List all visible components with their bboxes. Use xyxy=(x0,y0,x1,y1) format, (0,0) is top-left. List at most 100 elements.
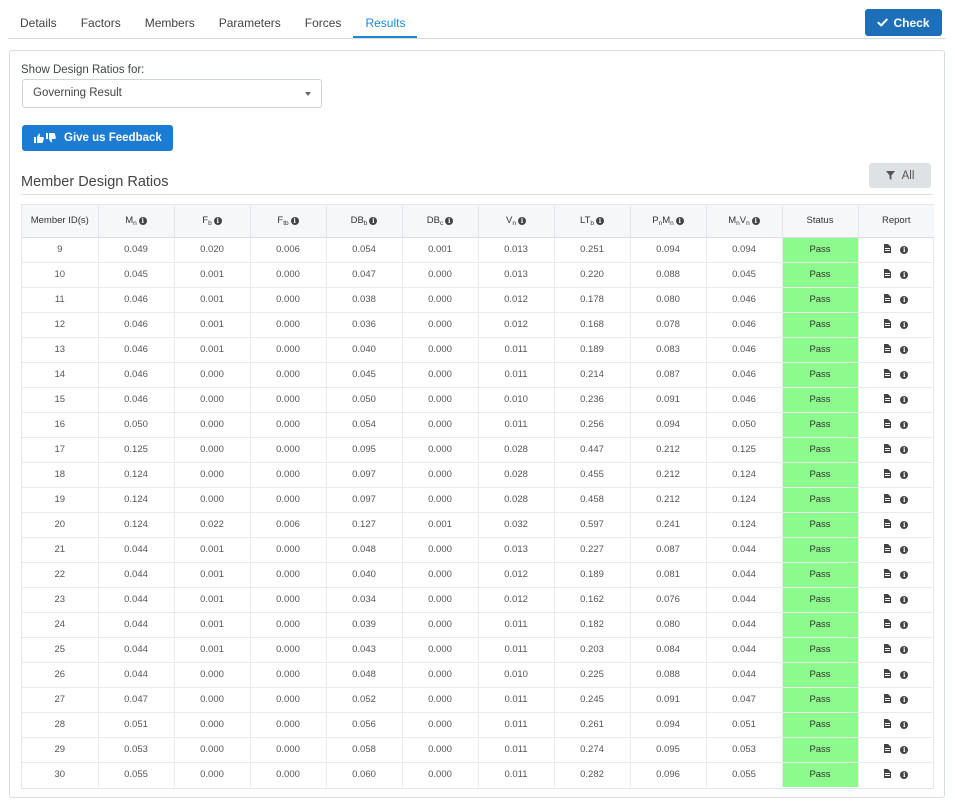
ratio-cell: 0.000 xyxy=(250,662,327,688)
status-badge: Pass xyxy=(782,537,859,563)
document-icon[interactable] xyxy=(884,644,892,653)
info-icon[interactable]: i xyxy=(900,746,909,754)
info-icon[interactable]: i xyxy=(900,346,909,354)
info-icon[interactable]: i xyxy=(290,216,299,225)
document-icon[interactable] xyxy=(884,294,892,303)
tab-details[interactable]: Details xyxy=(20,16,57,30)
status-badge: Pass xyxy=(782,262,859,288)
info-icon[interactable]: i xyxy=(900,521,909,529)
info-icon[interactable]: i xyxy=(900,396,909,404)
design-ratios-select[interactable]: Governing Result xyxy=(22,79,322,108)
ratio-cell: 0.000 xyxy=(402,312,479,338)
info-icon[interactable]: i xyxy=(900,696,909,704)
info-icon[interactable]: i xyxy=(751,216,760,225)
ratio-cell: 0.095 xyxy=(326,437,403,463)
column-header-subscript: n xyxy=(736,219,740,227)
info-icon[interactable]: i xyxy=(596,216,604,225)
ratio-cell: 0.274 xyxy=(554,737,631,763)
info-icon[interactable]: i xyxy=(900,721,909,729)
ratio-cell: 0.046 xyxy=(706,362,783,388)
document-icon[interactable] xyxy=(884,594,892,603)
ratio-cell: 0.000 xyxy=(402,462,479,488)
member-id-cell: 24 xyxy=(22,612,99,638)
document-icon[interactable] xyxy=(884,494,892,503)
ratio-cell: 0.012 xyxy=(478,312,555,338)
info-icon[interactable]: i xyxy=(138,216,147,225)
info-icon[interactable]: i xyxy=(900,246,909,254)
document-icon[interactable] xyxy=(884,244,892,253)
ratio-cell: 0.012 xyxy=(478,287,555,313)
column-header-subscript: b xyxy=(208,219,212,227)
tab-members[interactable]: Members xyxy=(144,16,195,30)
status-badge: Pass xyxy=(782,587,859,613)
info-icon[interactable]: i xyxy=(900,271,909,279)
document-icon[interactable] xyxy=(884,444,892,453)
info-icon[interactable]: i xyxy=(900,371,909,379)
info-icon[interactable]: i xyxy=(900,496,909,504)
info-icon[interactable]: i xyxy=(900,296,909,304)
ratio-cell: 0.000 xyxy=(402,712,479,738)
info-icon[interactable]: i xyxy=(900,571,909,579)
ratio-cell: 0.236 xyxy=(554,387,631,413)
document-icon[interactable] xyxy=(884,544,892,553)
document-icon[interactable] xyxy=(884,569,892,578)
info-icon[interactable]: i xyxy=(900,546,909,554)
info-icon[interactable]: i xyxy=(900,421,909,429)
ratio-cell: 0.094 xyxy=(706,237,783,263)
document-icon[interactable] xyxy=(884,419,892,428)
ratio-cell: 0.178 xyxy=(554,287,631,313)
tab-parameters[interactable]: Parameters xyxy=(218,16,281,30)
info-icon[interactable]: i xyxy=(900,671,909,679)
tab-factors[interactable]: Factors xyxy=(80,16,121,30)
document-icon[interactable] xyxy=(884,694,892,703)
document-icon[interactable] xyxy=(884,669,892,678)
member-id-cell: 14 xyxy=(22,362,99,388)
info-icon[interactable]: i xyxy=(445,216,454,225)
info-icon[interactable]: i xyxy=(900,471,909,479)
info-icon[interactable]: i xyxy=(517,216,526,225)
document-icon[interactable] xyxy=(884,269,892,278)
tab-forces[interactable]: Forces xyxy=(304,16,342,30)
info-icon[interactable]: i xyxy=(900,321,909,329)
document-icon[interactable] xyxy=(884,394,892,403)
table-row: 15 0.046 0.000 0.000 0.050 0.000 0.010 0.236 0.0… xyxy=(22,387,934,413)
ratio-cell: 0.241 xyxy=(630,512,707,538)
document-icon[interactable] xyxy=(884,344,892,353)
column-header-subscript: n xyxy=(670,219,674,227)
ratio-cell: 0.047 xyxy=(706,687,783,713)
info-icon[interactable]: i xyxy=(213,216,222,225)
document-icon[interactable] xyxy=(884,744,892,753)
document-icon[interactable] xyxy=(884,619,892,628)
ratio-cell: 0.044 xyxy=(98,637,175,663)
document-icon[interactable] xyxy=(884,469,892,478)
document-icon[interactable] xyxy=(884,519,892,528)
ratio-cell: 0.000 xyxy=(402,762,479,787)
ratio-cell: 0.124 xyxy=(706,487,783,513)
column-header-label: M xyxy=(728,214,737,226)
ratio-cell: 0.000 xyxy=(250,362,327,388)
info-icon[interactable]: i xyxy=(900,771,909,780)
info-icon[interactable]: i xyxy=(900,621,909,629)
info-icon[interactable]: i xyxy=(900,596,909,604)
give-feedback-button[interactable]: Give us Feedback xyxy=(22,125,173,151)
check-button[interactable]: Check xyxy=(865,9,942,36)
document-icon[interactable] xyxy=(884,769,892,779)
ratio-cell: 0.060 xyxy=(326,762,403,787)
filter-all-button[interactable]: All xyxy=(869,163,931,188)
report-cell: i xyxy=(858,687,934,713)
ratio-cell: 0.001 xyxy=(174,262,251,288)
ratio-cell: 0.011 xyxy=(478,337,555,363)
info-icon[interactable]: i xyxy=(900,646,909,654)
document-icon[interactable] xyxy=(884,719,892,728)
checkmark-icon xyxy=(877,18,889,27)
info-icon[interactable]: i xyxy=(900,446,909,454)
ratio-cell: 0.000 xyxy=(174,737,251,763)
ratio-cell: 0.044 xyxy=(98,537,175,563)
document-icon[interactable] xyxy=(884,319,892,328)
ratio-cell: 0.083 xyxy=(630,337,707,363)
info-icon[interactable]: i xyxy=(675,216,684,225)
document-icon[interactable] xyxy=(884,369,892,378)
tab-results[interactable]: Results xyxy=(353,8,418,38)
info-icon[interactable]: i xyxy=(369,216,378,225)
ratio-cell: 0.011 xyxy=(478,637,555,663)
